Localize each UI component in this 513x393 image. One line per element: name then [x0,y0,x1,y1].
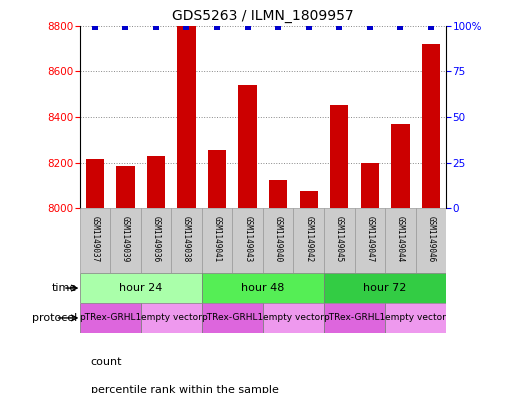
Bar [202,303,263,333]
Bar [361,163,379,208]
Bar [354,208,385,273]
Text: percentile rank within the sample: percentile rank within the sample [91,385,279,393]
Bar [385,208,416,273]
Text: GSM1149038: GSM1149038 [182,216,191,263]
Bar [416,208,446,273]
Text: GSM1149036: GSM1149036 [151,216,161,263]
Bar [80,303,141,333]
Bar [202,273,324,303]
Text: hour 24: hour 24 [119,283,162,293]
Text: GSM1149046: GSM1149046 [426,216,436,263]
Bar [300,191,318,208]
Bar [269,180,287,208]
Bar [116,166,134,208]
Bar [324,273,446,303]
Bar [80,208,110,273]
Text: hour 48: hour 48 [241,283,285,293]
Bar [293,208,324,273]
Text: GSM1149043: GSM1149043 [243,216,252,263]
Bar [239,85,257,208]
Bar [202,208,232,273]
Bar [208,150,226,208]
Text: time: time [52,283,77,293]
Text: pTRex-GRHL1: pTRex-GRHL1 [201,314,264,322]
Text: hour 72: hour 72 [364,283,407,293]
Text: empty vector: empty vector [141,314,202,322]
Bar [171,208,202,273]
Text: protocol: protocol [32,313,77,323]
Bar [86,159,104,208]
Text: pTRex-GRHL1: pTRex-GRHL1 [79,314,141,322]
Bar [330,105,348,208]
Text: GSM1149044: GSM1149044 [396,216,405,263]
Bar [324,208,354,273]
Text: GSM1149045: GSM1149045 [335,216,344,263]
Title: GDS5263 / ILMN_1809957: GDS5263 / ILMN_1809957 [172,9,354,23]
Bar [324,303,385,333]
Bar [141,303,202,333]
Text: count: count [91,357,122,367]
Bar [110,208,141,273]
Text: pTRex-GRHL1: pTRex-GRHL1 [324,314,386,322]
Text: GSM1149039: GSM1149039 [121,216,130,263]
Text: empty vector: empty vector [385,314,446,322]
Bar [422,44,440,208]
Bar [232,208,263,273]
Bar [263,303,324,333]
Bar [391,124,409,208]
Bar [147,156,165,208]
Text: empty vector: empty vector [263,314,324,322]
Bar [263,208,293,273]
Bar [177,26,195,208]
Bar [141,208,171,273]
Bar [385,303,446,333]
Text: GSM1149042: GSM1149042 [304,216,313,263]
Text: GSM1149041: GSM1149041 [212,216,222,263]
Text: GSM1149047: GSM1149047 [365,216,374,263]
Text: GSM1149037: GSM1149037 [90,216,100,263]
Bar [80,273,202,303]
Text: GSM1149040: GSM1149040 [274,216,283,263]
